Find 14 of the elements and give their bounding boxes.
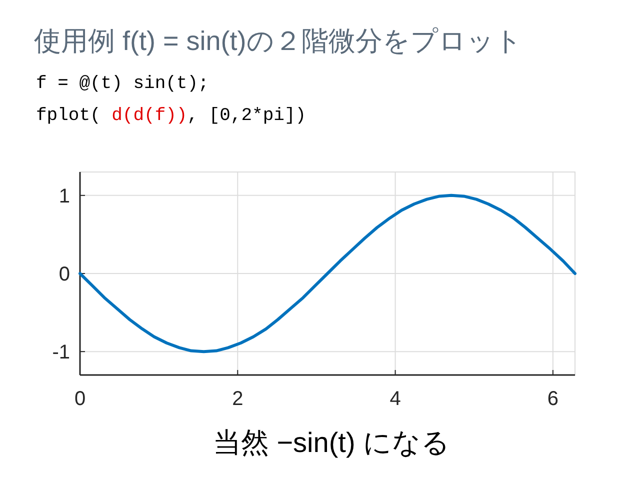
text: , [0,2*pi]) (187, 106, 306, 126)
text: fplot( (36, 106, 112, 126)
y-tick-label: -1 (52, 342, 70, 364)
x-tick-label: 4 (390, 388, 401, 410)
x-axis-title: 当然 −sin(t) になる (212, 427, 450, 458)
x-tick-label: 6 (547, 388, 558, 410)
text: d(d(f)) (112, 106, 188, 126)
chart-title: 使用例 f(t) = sin(t)の２階微分をプロット (34, 26, 522, 56)
text: f = @(t) sin(t); (36, 74, 209, 94)
y-tick-label: 1 (58, 185, 70, 208)
y-tick-label: 0 (58, 264, 70, 286)
x-tick-label: 2 (232, 388, 244, 410)
x-tick-label: 0 (74, 388, 86, 410)
line-series (78, 194, 576, 354)
